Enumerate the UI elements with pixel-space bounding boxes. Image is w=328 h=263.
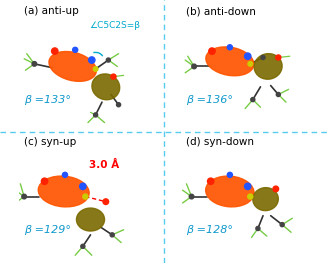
Circle shape <box>251 98 255 102</box>
Ellipse shape <box>206 176 254 207</box>
Circle shape <box>276 55 281 60</box>
Circle shape <box>244 53 251 59</box>
Circle shape <box>261 55 265 59</box>
Circle shape <box>51 48 58 54</box>
Circle shape <box>209 48 215 54</box>
Ellipse shape <box>206 47 254 76</box>
Circle shape <box>83 194 88 199</box>
Circle shape <box>41 178 48 184</box>
Circle shape <box>280 222 284 227</box>
Text: β =136°: β =136° <box>186 95 234 105</box>
Ellipse shape <box>92 74 120 100</box>
Text: (b) anti-down: (b) anti-down <box>186 7 256 17</box>
Circle shape <box>189 194 194 199</box>
Circle shape <box>116 103 121 107</box>
Circle shape <box>106 58 111 62</box>
Circle shape <box>93 113 98 117</box>
Circle shape <box>22 194 27 199</box>
Circle shape <box>273 186 278 192</box>
Circle shape <box>103 199 109 205</box>
Text: (d) syn-down: (d) syn-down <box>186 136 255 146</box>
Text: β =129°: β =129° <box>24 225 71 235</box>
Circle shape <box>32 62 37 66</box>
Circle shape <box>244 183 251 190</box>
Circle shape <box>256 226 260 230</box>
Text: (a) anti-up: (a) anti-up <box>24 7 79 17</box>
Ellipse shape <box>253 188 278 211</box>
Circle shape <box>248 62 253 66</box>
Circle shape <box>192 64 196 69</box>
Circle shape <box>276 93 280 97</box>
Circle shape <box>93 67 98 71</box>
Circle shape <box>72 47 78 52</box>
Circle shape <box>80 183 86 190</box>
Ellipse shape <box>76 208 105 231</box>
Circle shape <box>111 74 116 79</box>
Circle shape <box>110 233 114 237</box>
Circle shape <box>208 178 214 184</box>
Circle shape <box>89 57 95 63</box>
Text: β =133°: β =133° <box>24 95 71 105</box>
Circle shape <box>62 172 68 178</box>
Circle shape <box>81 244 85 248</box>
Circle shape <box>227 172 233 178</box>
Text: β =128°: β =128° <box>186 225 234 235</box>
Circle shape <box>248 194 253 199</box>
Circle shape <box>227 45 233 50</box>
Ellipse shape <box>49 52 96 81</box>
Text: (c) syn-up: (c) syn-up <box>24 136 76 146</box>
Ellipse shape <box>254 54 282 79</box>
Ellipse shape <box>38 176 89 207</box>
Text: ∠C5C2S=β: ∠C5C2S=β <box>89 21 140 30</box>
Text: 3.0 Å: 3.0 Å <box>89 160 119 170</box>
